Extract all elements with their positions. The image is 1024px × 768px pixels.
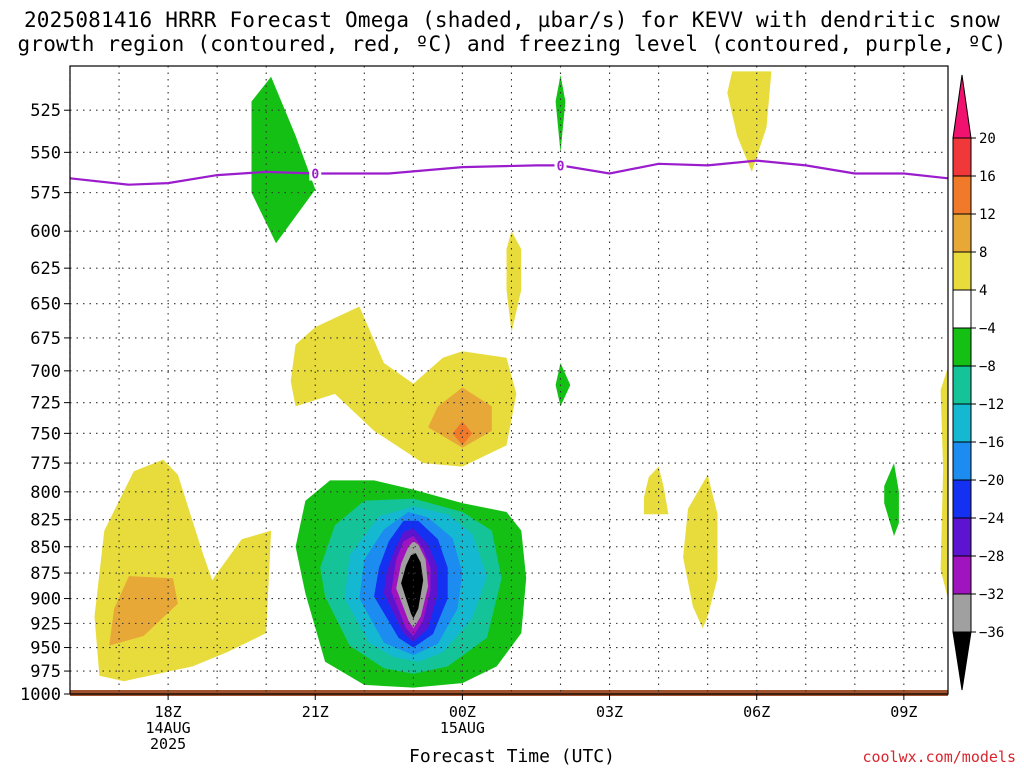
x-tick-label-2-1: 15AUG [440,719,485,737]
colorbar-label-0: 20 [979,131,996,147]
x-tick-label-0-0: 18Z [155,703,182,721]
colorbar-swatch-11 [952,517,972,557]
colorbar-label-13: −36 [979,625,1004,641]
colorbar-swatch-13 [952,593,972,633]
colorbar-swatch-0 [952,74,972,139]
y-tick-label-6: 675 [30,329,61,349]
x-tick-label-1-0: 21Z [302,703,329,721]
y-tick-label-9: 750 [30,424,61,444]
chart-title-line1: 2025081416 HRRR Forecast Omega (shaded, … [23,8,1001,32]
colorbar-swatch-7 [952,365,972,405]
y-tick-label-1: 550 [30,143,61,163]
x-tick-label-2-0: 00Z [449,703,476,721]
y-tick-label-5: 650 [30,295,61,315]
colorbar-swatch-4 [952,251,972,291]
y-tick-label-17: 950 [30,639,61,659]
colorbar-swatch-5 [952,289,972,329]
colorbar-label-6: −8 [979,359,996,375]
y-tick-label-2: 575 [30,184,61,204]
colorbar-swatch-14 [952,631,972,691]
x-tick-label-0-2: 2025 [150,735,186,753]
y-tick-label-11: 800 [30,483,61,503]
y-tick-label-12: 825 [30,511,61,531]
colorbar-label-5: −4 [979,321,996,337]
plot-frame [69,65,949,695]
surface-ground-bar [70,690,948,696]
credit-link[interactable]: coolwx.com/models [862,748,1016,766]
y-tick-label-14: 875 [30,564,61,584]
y-tick-label-18: 975 [30,662,61,682]
y-tick-label-15: 900 [30,590,61,610]
colorbar-swatch-2 [952,175,972,215]
x-tick-label-4-0: 06Z [743,703,770,721]
y-tick-label-16: 925 [30,614,61,634]
colorbar-swatch-8 [952,403,972,443]
y-tick-label-3: 600 [30,222,61,242]
omega-region-3 [428,387,492,448]
omega-region-9 [940,367,948,599]
omega-region-13 [884,463,899,536]
x-tick-label-5-0: 09Z [890,703,917,721]
omega-region-10 [251,76,316,244]
freezing-level-label-1: 0 [557,159,565,174]
colorbar-label-8: −16 [979,435,1004,451]
x-tick-label-0-1: 14AUG [146,719,191,737]
colorbar-label-2: 12 [979,207,996,223]
omega-region-4 [452,421,473,446]
colorbar-label-4: 4 [979,283,987,299]
freezing-level-label-bg-1 [554,158,567,173]
colorbar-label-3: 8 [979,245,987,261]
y-tick-label-10: 775 [30,454,61,474]
colorbar-label-7: −12 [979,397,1004,413]
chart-title: 2025081416 HRRR Forecast Omega (shaded, … [0,8,1024,56]
x-tick-label-3-0: 03Z [596,703,623,721]
y-tick-label-8: 725 [30,394,61,414]
colorbar-label-9: −20 [979,473,1004,489]
omega-region-1 [109,576,178,646]
omega-region-5 [506,231,522,333]
omega-region-11 [555,75,566,153]
colorbar-label-12: −32 [979,587,1004,603]
freezing-level-line [69,159,949,186]
omega-region-6 [727,71,772,172]
y-tick-label-13: 850 [30,538,61,558]
colorbar-swatch-3 [952,213,972,253]
omega-region-8 [683,474,718,629]
omega-region-22 [401,553,424,619]
y-tick-label-19: 1000 [20,685,61,705]
colorbar-swatch-6 [952,327,972,367]
chart-title-line2: growth region (contoured, red, ºC) and f… [17,32,1007,56]
y-tick-label-7: 700 [30,362,61,382]
colorbar-swatch-1 [952,137,972,177]
y-tick-label-4: 625 [30,259,61,279]
colorbar-label-10: −24 [979,511,1004,527]
omega-region-7 [643,466,669,515]
freezing-level-label-0: 0 [311,168,319,183]
freezing-level-label-bg-0 [309,166,322,181]
colorbar-swatch-9 [952,441,972,481]
colorbar-swatch-12 [952,555,972,595]
colorbar-label-11: −28 [979,549,1004,565]
x-axis-label: Forecast Time (UTC) [409,746,615,767]
colorbar-label-1: 16 [979,169,996,185]
colorbar-swatch-10 [952,479,972,519]
omega-region-12 [555,363,571,407]
y-tick-label-0: 525 [30,101,61,121]
